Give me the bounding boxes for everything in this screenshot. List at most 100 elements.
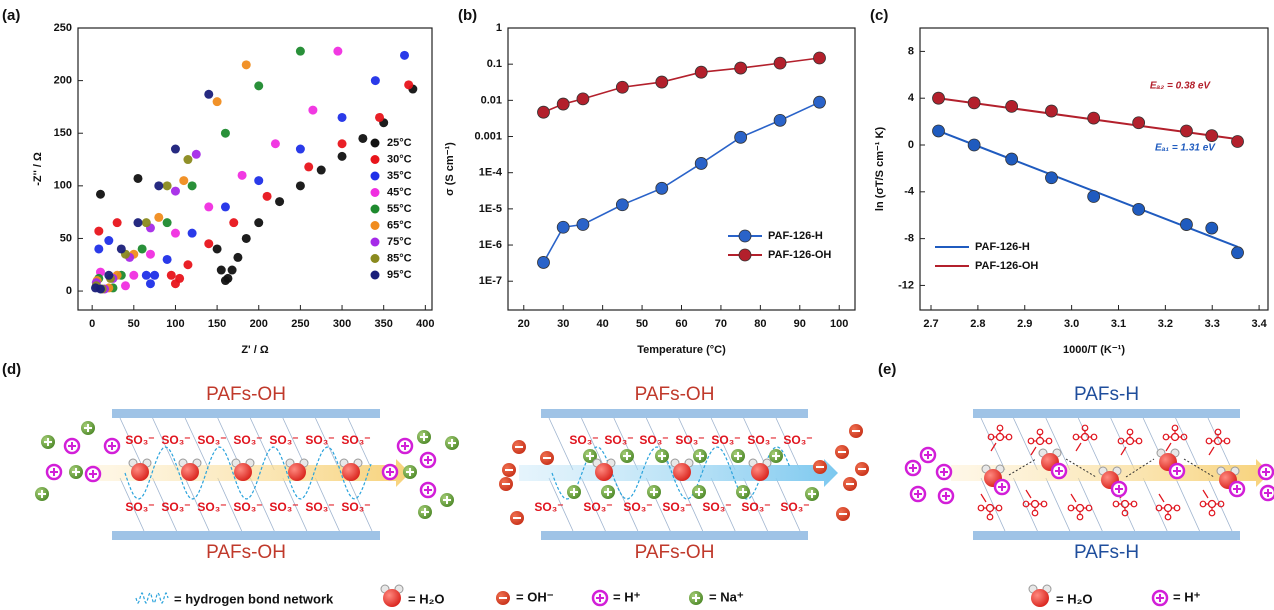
data-point (358, 133, 368, 143)
y-tick-label: 8 (908, 45, 914, 57)
channel-wall (112, 531, 380, 540)
data-point (694, 157, 708, 170)
plot-frame (77, 27, 433, 311)
framework-link (184, 477, 210, 532)
legend-text: = H⁺ (613, 589, 641, 604)
oxygen (1214, 428, 1222, 436)
oxygen (1036, 428, 1044, 436)
data-point (400, 50, 410, 60)
data-point (141, 270, 151, 280)
data-point (162, 254, 172, 264)
x-tick-label: 70 (715, 318, 727, 330)
data-point (162, 218, 172, 228)
so-bond (1208, 446, 1215, 456)
data-point (694, 65, 708, 79)
data-point (375, 112, 385, 122)
framework-link (1045, 477, 1071, 532)
legend-label: 85°C (387, 252, 412, 264)
data-point (162, 181, 172, 191)
legend-marker (370, 254, 380, 263)
sulfonate-label: SO₃⁻ (233, 500, 262, 514)
data-point (150, 270, 160, 280)
oxygen (1180, 433, 1188, 441)
data-point (576, 218, 590, 231)
data-point (655, 75, 669, 89)
framework-link (581, 417, 606, 471)
oxygen (1090, 433, 1098, 441)
sulfonate-label: SO₃⁻ (161, 500, 190, 514)
data-point (220, 128, 230, 138)
oxygen (995, 504, 1003, 512)
data-point (216, 265, 226, 275)
x-tick-label: 400 (416, 318, 434, 330)
oxygen (1072, 433, 1080, 441)
data-point (183, 155, 193, 165)
sulfonate-label: SO₃⁻ (125, 500, 154, 514)
data-point (1087, 111, 1101, 125)
water-oxygen (751, 463, 769, 481)
data-point (187, 228, 197, 238)
legend-marker (370, 155, 380, 164)
framework-link (775, 477, 801, 532)
data-point (967, 138, 981, 152)
x-tick-label: 2.8 (970, 318, 985, 330)
data-point (337, 151, 347, 161)
sulfur (1213, 436, 1223, 446)
data-point (304, 162, 314, 172)
data-point (223, 273, 233, 283)
framework-link (548, 477, 574, 532)
data-point (227, 265, 237, 275)
so-bond (990, 442, 997, 452)
channel-wall (973, 409, 1240, 418)
legend-text: = H₂O (408, 591, 444, 606)
data-point (370, 76, 380, 86)
x-tick-label: 3.3 (1205, 318, 1220, 330)
framework-link (710, 417, 736, 471)
data-point (129, 270, 139, 280)
data-point (1005, 152, 1019, 166)
framework-link (1175, 417, 1200, 471)
channel-wall (973, 531, 1240, 540)
data-point (773, 113, 787, 127)
framework-link (581, 477, 606, 532)
legend-label: 30°C (387, 153, 412, 165)
so-bond (1202, 489, 1209, 499)
legend-label: 95°C (387, 269, 412, 281)
framework-link (613, 417, 639, 471)
data-point (1132, 116, 1146, 130)
oxygen (1217, 500, 1225, 508)
hop-arrow (1008, 458, 1037, 476)
so-bond (1030, 446, 1037, 456)
legend-marker (370, 204, 380, 214)
data-point (137, 244, 147, 254)
y-tick-label: 1 (496, 22, 502, 34)
oxygen (1162, 433, 1170, 441)
sulfonate-label: SO₃⁻ (269, 500, 298, 514)
y-tick-label: 0.01 (481, 94, 502, 106)
oxygen (1121, 509, 1129, 517)
y-tick-label: 0 (908, 139, 914, 151)
x-axis-label: Z' / Ω (241, 344, 269, 356)
plot-frame (507, 27, 856, 311)
data-point (337, 139, 347, 149)
data-point (1045, 171, 1058, 185)
data-point (95, 284, 105, 294)
data-point (932, 91, 945, 105)
annotation: Eₐ₂ = 0.38 eV (1150, 81, 1212, 92)
sulfonate-label: SO₃⁻ (569, 433, 598, 447)
sulfonate-label: SO₃⁻ (711, 433, 740, 447)
legend-label: 65°C (387, 219, 412, 231)
x-tick-label: 50 (636, 318, 648, 330)
data-point (813, 51, 826, 65)
panel-label: (b) (458, 7, 477, 24)
data-point (120, 281, 130, 291)
data-point (576, 92, 590, 106)
data-point (166, 270, 176, 280)
x-tick-label: 3.2 (1158, 318, 1173, 330)
hydrogen-bond-network (124, 446, 372, 500)
framework-link (1045, 417, 1071, 471)
y-tick-label: 0.001 (474, 130, 502, 142)
oxygen (1085, 504, 1093, 512)
sulfonate-label: SO₃⁻ (675, 433, 704, 447)
oxygen (1031, 509, 1039, 517)
